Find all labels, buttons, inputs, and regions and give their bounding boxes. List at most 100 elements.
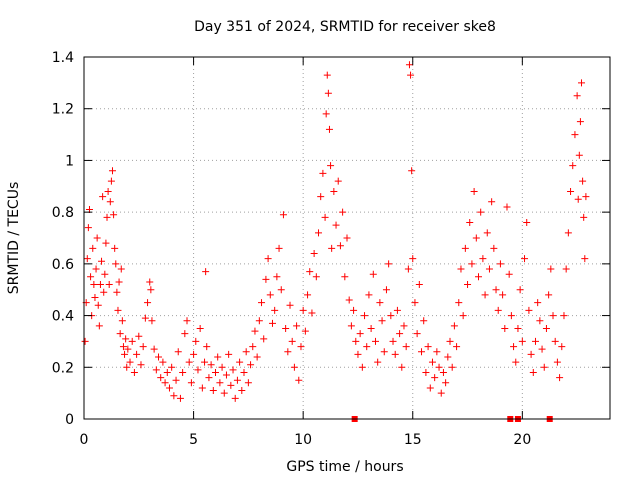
data-point bbox=[581, 255, 589, 263]
data-point bbox=[121, 350, 129, 358]
data-point bbox=[540, 363, 548, 371]
data-point bbox=[201, 358, 209, 366]
data-point bbox=[485, 265, 493, 273]
data-point bbox=[273, 273, 281, 281]
data-point bbox=[402, 343, 410, 351]
data-point bbox=[453, 343, 461, 351]
data-point bbox=[255, 317, 263, 325]
data-point bbox=[433, 348, 441, 356]
data-point bbox=[319, 169, 327, 177]
data-point bbox=[227, 381, 235, 389]
data-point bbox=[203, 343, 211, 351]
data-point bbox=[354, 350, 362, 358]
data-point bbox=[247, 361, 255, 369]
data-point bbox=[525, 306, 533, 314]
data-point bbox=[501, 325, 509, 332]
data-point bbox=[549, 312, 557, 320]
data-point bbox=[534, 299, 542, 307]
y-axis-label: SRMTID / TECUs bbox=[6, 182, 22, 295]
data-point bbox=[240, 368, 248, 376]
data-point bbox=[369, 270, 377, 278]
data-point bbox=[148, 317, 156, 325]
data-point bbox=[212, 368, 219, 376]
data-point bbox=[334, 177, 342, 185]
data-point bbox=[510, 343, 518, 351]
data-point bbox=[146, 278, 154, 286]
data-point bbox=[562, 265, 570, 273]
data-point bbox=[268, 319, 276, 327]
data-point bbox=[147, 286, 155, 294]
data-point bbox=[100, 288, 108, 296]
data-point bbox=[564, 229, 572, 237]
data-point bbox=[327, 162, 335, 170]
x-tick-label: 15 bbox=[404, 432, 422, 448]
data-point bbox=[116, 330, 124, 338]
data-point bbox=[527, 350, 535, 358]
data-point bbox=[336, 242, 344, 250]
data-point bbox=[490, 244, 498, 252]
data-point bbox=[179, 368, 187, 376]
data-point bbox=[170, 392, 178, 400]
data-point bbox=[407, 71, 415, 79]
data-point bbox=[126, 358, 134, 366]
data-point bbox=[150, 345, 158, 353]
data-point bbox=[242, 348, 250, 356]
x-axis-ticks: 0 5 10 15 20 bbox=[80, 57, 531, 448]
data-point bbox=[293, 322, 301, 330]
data-point bbox=[558, 343, 566, 351]
data-point bbox=[321, 213, 329, 221]
data-point bbox=[205, 374, 213, 382]
data-point bbox=[437, 389, 445, 397]
data-point bbox=[352, 337, 360, 345]
data-point bbox=[422, 368, 430, 376]
data-point bbox=[387, 312, 395, 320]
data-point bbox=[96, 281, 104, 289]
data-point bbox=[536, 317, 544, 325]
data-point bbox=[299, 306, 307, 314]
data-point bbox=[503, 203, 511, 211]
data-point bbox=[459, 312, 467, 320]
data-point bbox=[492, 286, 500, 294]
data-point bbox=[582, 193, 590, 201]
data-point bbox=[393, 306, 401, 314]
data-point bbox=[233, 376, 241, 384]
data-point bbox=[531, 337, 539, 345]
data-point bbox=[396, 330, 404, 338]
data-point bbox=[135, 332, 143, 340]
data-point bbox=[512, 358, 520, 366]
data-point bbox=[295, 376, 303, 384]
data-point bbox=[81, 337, 89, 345]
data-point bbox=[271, 306, 279, 314]
data-point bbox=[389, 337, 397, 345]
data-point bbox=[496, 260, 504, 268]
data-point bbox=[124, 345, 132, 353]
grid-lines bbox=[84, 57, 610, 419]
data-point bbox=[400, 322, 408, 330]
data-point bbox=[139, 343, 147, 351]
data-point bbox=[214, 353, 222, 361]
data-point bbox=[144, 299, 152, 307]
data-point bbox=[514, 325, 522, 332]
data-point bbox=[165, 384, 173, 392]
data-point bbox=[225, 350, 233, 358]
data-point bbox=[322, 110, 330, 118]
data-point bbox=[553, 358, 561, 366]
y-axis-ticks: 0 0.2 0.4 0.6 0.8 1 1.2 1.4 bbox=[52, 50, 610, 428]
data-point bbox=[304, 291, 312, 299]
data-point bbox=[479, 255, 487, 263]
y-tick-label: 0.4 bbox=[52, 309, 74, 325]
data-point bbox=[301, 327, 309, 335]
data-point bbox=[92, 265, 100, 273]
data-point bbox=[122, 335, 130, 343]
data-point bbox=[220, 389, 228, 397]
data-point bbox=[411, 299, 419, 307]
data-point bbox=[415, 281, 423, 289]
data-point bbox=[404, 265, 412, 273]
data-point bbox=[110, 211, 118, 219]
data-point bbox=[222, 371, 230, 379]
data-point bbox=[358, 363, 366, 371]
data-point bbox=[238, 387, 246, 395]
data-point bbox=[569, 162, 577, 170]
data-point bbox=[472, 234, 480, 242]
data-point bbox=[253, 353, 261, 361]
